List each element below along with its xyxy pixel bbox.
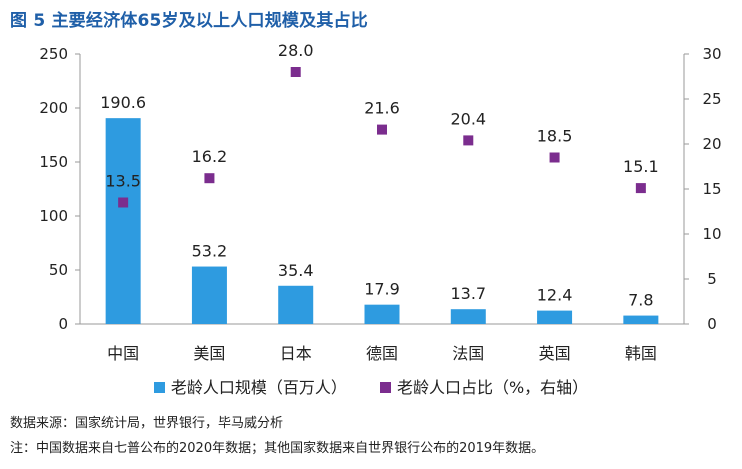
category-label: 韩国 xyxy=(625,344,657,363)
footnote: 注：中国数据来自七普公布的2020年数据；其他国家数据来自世界银行公布的2019… xyxy=(10,441,545,456)
marker-point xyxy=(204,173,215,184)
category-label: 美国 xyxy=(193,344,225,363)
legend-item-bar: 老龄人口规模（百万人） xyxy=(153,374,347,398)
marker-point xyxy=(290,67,301,77)
right-tick-label: 25 xyxy=(702,90,721,108)
marker-value-label: 13.5 xyxy=(105,172,141,191)
bar-value-label: 13.7 xyxy=(450,284,486,303)
bar-value-labels: 190.6 53.2 35.4 17.9 13.7 12.4 7.8 xyxy=(100,93,653,309)
marker-value-label: 20.4 xyxy=(450,109,486,128)
legend-marker-label: 老龄人口占比（%，右轴） xyxy=(396,378,589,397)
category-label: 德国 xyxy=(366,344,398,363)
left-tick-label: 100 xyxy=(39,207,68,225)
marker-point xyxy=(463,135,474,146)
right-tick-label: 0 xyxy=(707,315,717,333)
marker-value-label: 15.1 xyxy=(623,157,659,176)
category-label: 英国 xyxy=(539,344,571,363)
category-label: 中国 xyxy=(107,344,139,363)
marker-value-label: 21.6 xyxy=(364,99,400,118)
category-label: 法国 xyxy=(452,344,484,363)
right-tick-label: 5 xyxy=(707,270,717,288)
legend-item-marker: 老龄人口占比（%，右轴） xyxy=(379,374,589,398)
bar-value-label: 190.6 xyxy=(100,93,146,112)
bar-value-label: 12.4 xyxy=(537,286,573,305)
marker-value-label: 16.2 xyxy=(192,147,228,166)
bar xyxy=(450,309,486,324)
bar-value-label: 35.4 xyxy=(278,261,314,280)
right-tick-label: 15 xyxy=(702,180,721,198)
marker-point xyxy=(549,152,560,163)
bar xyxy=(191,266,227,324)
marker-value-label: 18.5 xyxy=(537,127,573,146)
legend-bar-swatch xyxy=(153,382,165,393)
marker-series xyxy=(118,67,646,208)
bar xyxy=(105,118,141,324)
marker-point xyxy=(377,124,387,135)
marker-point xyxy=(635,183,646,194)
marker-point xyxy=(118,197,129,208)
marker-value-labels: 13.5 16.2 28.0 21.6 20.4 18.5 15.1 xyxy=(105,41,658,191)
bar-value-label: 53.2 xyxy=(192,242,228,261)
legend: 老龄人口规模（百万人） 老龄人口占比（%，右轴） xyxy=(0,374,742,398)
bar xyxy=(537,310,573,324)
bar-value-label: 7.8 xyxy=(628,291,653,310)
left-tick-label: 150 xyxy=(39,153,68,171)
right-tick-label: 10 xyxy=(702,225,721,243)
left-tick-label: 250 xyxy=(39,45,68,63)
left-tick-label: 50 xyxy=(49,261,68,279)
right-axis: 0 5 10 15 20 25 30 xyxy=(683,45,722,333)
bar xyxy=(278,285,314,324)
chart-title: 图 5 主要经济体65岁及以上人口规模及其占比 xyxy=(10,11,368,31)
right-tick-label: 30 xyxy=(702,45,721,63)
left-tick-label: 200 xyxy=(39,99,68,117)
legend-bar-label: 老龄人口规模（百万人） xyxy=(170,378,347,397)
source-note: 数据来源：国家统计局，世界银行，毕马威分析 xyxy=(10,416,284,431)
bar-series xyxy=(105,118,659,324)
marker-value-label: 28.0 xyxy=(278,41,314,60)
bar xyxy=(364,304,400,324)
legend-marker-swatch xyxy=(379,382,391,393)
bar xyxy=(623,315,659,324)
left-tick-label: 0 xyxy=(58,315,68,333)
right-tick-label: 20 xyxy=(702,135,721,153)
bar-value-label: 17.9 xyxy=(364,280,400,299)
category-label: 日本 xyxy=(280,344,312,363)
category-labels: 中国 美国 日本 德国 法国 英国 韩国 xyxy=(107,344,657,363)
